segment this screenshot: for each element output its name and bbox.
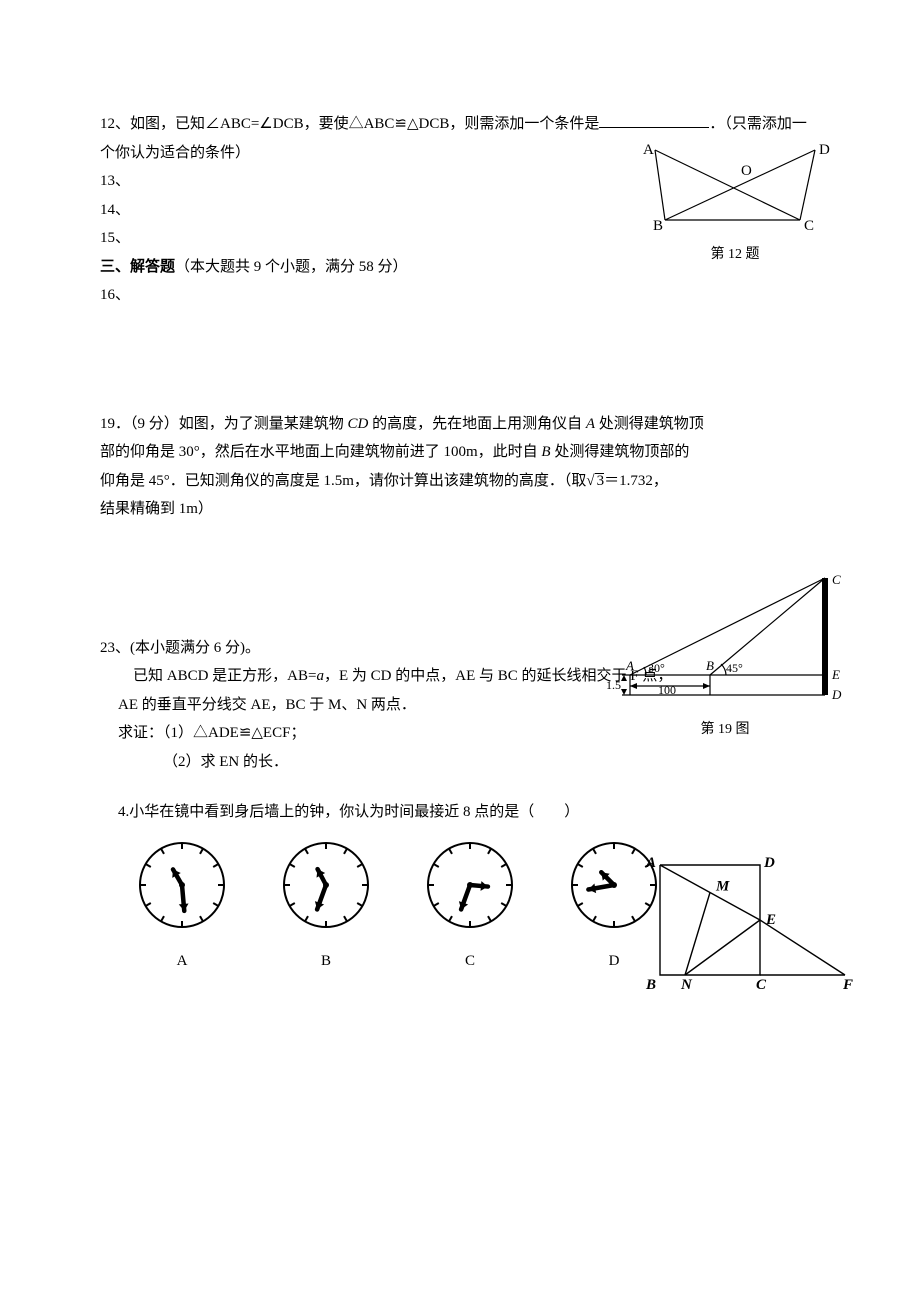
svg-text:C: C: [804, 218, 814, 234]
q19-line1: 19．（9 分）如图，为了测量某建筑物 CD 的高度，先在地面上用测角仪自 A …: [100, 410, 820, 439]
svg-text:100: 100: [658, 683, 676, 697]
q19-l3a: 仰角是 45°．已知测角仪的高度是 1.5m，请你计算出该建筑物的高度．（取: [100, 473, 586, 489]
svg-text:N: N: [680, 977, 693, 993]
q19-A: A: [586, 416, 595, 432]
svg-text:D: D: [831, 687, 842, 702]
svg-text:D: D: [763, 855, 775, 871]
q19-line4: 结果精确到 1m）: [100, 495, 820, 524]
blank-field[interactable]: [599, 114, 709, 129]
q19-l3b: ＝1.732，: [604, 473, 668, 489]
svg-text:45°: 45°: [726, 661, 743, 675]
exam-page: 12、如图，已知∠ABC=∠DCB，要使△ABC≌△DCB，则需添加一个条件是．…: [0, 0, 920, 1302]
q23-a: a: [316, 668, 324, 684]
q19-l1c: 处测得建筑物顶: [595, 416, 704, 432]
q19-B: B: [541, 444, 550, 460]
svg-text:C: C: [756, 977, 767, 993]
q12-caption: 第 12 题: [630, 246, 840, 264]
q12-part-a: 12、如图，已知∠ABC=∠DCB，要使△ABC≌△DCB，则需添加一个条件是: [100, 116, 599, 132]
svg-text:A: A: [643, 142, 654, 158]
spacer: [100, 776, 820, 798]
clock-label: C: [418, 947, 522, 976]
clock-icon: [418, 833, 522, 937]
q12-figure: A D B C O 第 12 题: [630, 140, 840, 264]
q19-caption: 第 19 图: [600, 721, 850, 739]
clock-option[interactable]: A: [130, 833, 234, 976]
section-3-rest: （本大题共 9 个小题，满分 58 分）: [175, 259, 408, 275]
svg-text:E: E: [831, 667, 840, 682]
q23-svg: A D B C F E M N: [635, 850, 855, 1000]
svg-text:A: A: [625, 658, 634, 673]
section-3-label: 三、解答题: [100, 259, 175, 275]
q16-text: 16、: [100, 281, 820, 310]
clock-option[interactable]: C: [418, 833, 522, 976]
clock-label: A: [130, 947, 234, 976]
q19-figure: A B C ED 30° 45° 100 1.5 第 19 图: [600, 570, 850, 739]
q12-svg: A D B C O: [630, 140, 840, 235]
svg-text:M: M: [715, 879, 730, 895]
q23-figure: A D B C F E M N: [635, 850, 855, 1011]
q19-l2a: 部的仰角是 30°，然后在水平地面上向建筑物前进了 100m，此时自: [100, 444, 541, 460]
spacer: [100, 310, 820, 410]
svg-text:1.5: 1.5: [606, 678, 621, 692]
q19-line3: 仰角是 45°．已知测角仪的高度是 1.5m，请你计算出该建筑物的高度．（取√3…: [100, 467, 820, 496]
q19-svg: A B C ED 30° 45° 100 1.5: [600, 570, 850, 710]
svg-text:B: B: [653, 218, 663, 234]
q4-text: 4.小华在镜中看到身后墙上的钟，你认为时间最接近 8 点的是（ ）: [100, 798, 820, 827]
sqrt-icon: √: [586, 473, 594, 489]
svg-text:E: E: [765, 912, 776, 928]
svg-text:O: O: [741, 163, 752, 179]
svg-text:F: F: [842, 977, 853, 993]
clock-icon: [130, 833, 234, 937]
svg-text:30°: 30°: [648, 661, 665, 675]
q19-rad: 3: [595, 473, 605, 489]
clock-icon: [274, 833, 378, 937]
q19-l1a: 19．（9 分）如图，为了测量某建筑物: [100, 416, 348, 432]
svg-text:C: C: [832, 572, 841, 587]
clock-option[interactable]: B: [274, 833, 378, 976]
q19-l2b: 处测得建筑物顶部的: [551, 444, 690, 460]
q23-line5: （2）求 EN 的长．: [100, 748, 820, 777]
q19-l1b: 的高度，先在地面上用测角仪自: [368, 416, 586, 432]
q19-line2: 部的仰角是 30°，然后在水平地面上向建筑物前进了 100m，此时自 B 处测得…: [100, 438, 820, 467]
q19-cd: CD: [348, 416, 369, 432]
svg-text:D: D: [819, 142, 830, 158]
clock-label: B: [274, 947, 378, 976]
svg-text:A: A: [645, 855, 656, 871]
svg-text:B: B: [706, 658, 714, 673]
svg-text:B: B: [645, 977, 656, 993]
q23-l2a: 已知 ABCD 是正方形，AB=: [133, 668, 316, 684]
